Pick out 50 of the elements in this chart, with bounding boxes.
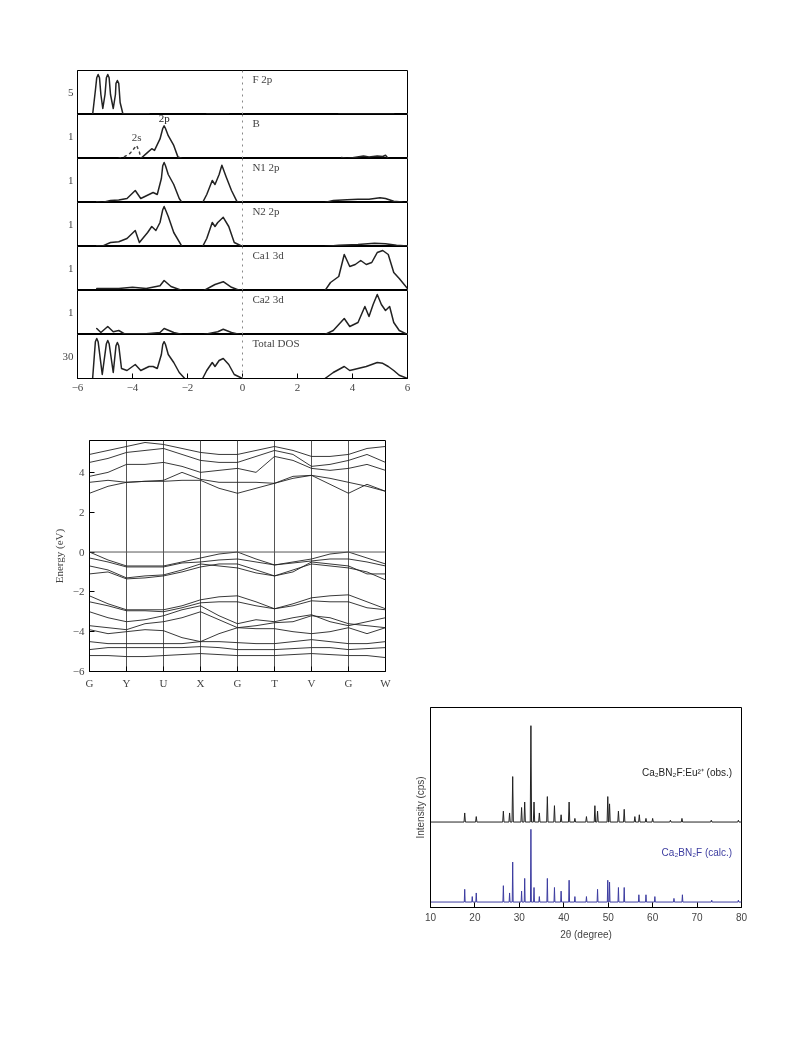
x-tick-label: −4 — [126, 380, 139, 393]
chart-title: N1 2p — [252, 160, 281, 173]
y-tick-label: −6 — [72, 665, 85, 677]
x-tick-label: 4 — [349, 380, 356, 393]
x-tick-label: 70 — [691, 911, 704, 923]
x-tick-label: 10 — [424, 911, 437, 923]
text: 5 — [68, 86, 74, 98]
chart-title: N2 2p — [252, 204, 281, 217]
x-tick-label: 50 — [602, 911, 615, 923]
y-axis-title: Energy (eV) — [52, 528, 66, 584]
y-tick-label: 2 — [79, 505, 85, 518]
x-tick-label: 80 — [735, 911, 748, 923]
text: 30 — [62, 350, 74, 362]
x-axis-title: 2θ (degree) — [560, 928, 612, 940]
x-tick-label: 30 — [513, 911, 526, 923]
y-tick-label: −4 — [72, 625, 85, 638]
x-tick-label: G — [233, 676, 242, 689]
x-tick-label: V — [307, 676, 316, 689]
text: 1 — [68, 262, 74, 274]
chart-title: B — [252, 116, 260, 129]
x-tick-label: Y — [122, 676, 131, 689]
x-tick-label: 60 — [647, 911, 659, 923]
chart-title: Ca2 3d — [252, 292, 285, 305]
x-tick-label: 6 — [404, 380, 411, 393]
x-tick-label: U — [159, 676, 168, 689]
x-tick-label: W — [380, 676, 392, 689]
x-tick-label: 20 — [469, 911, 481, 923]
text: 1 — [68, 174, 74, 186]
x-tick-label: 2 — [294, 380, 301, 393]
text: Ca₂BN₂F:Eu²⁺ (obs.) — [641, 767, 733, 779]
x-tick-label: 0 — [239, 380, 246, 393]
x-tick-label: T — [271, 676, 279, 689]
text: 1 — [68, 130, 74, 142]
y-tick-label: −2 — [72, 585, 85, 598]
chart-title: F 2p — [252, 72, 273, 85]
x-tick-label: X — [196, 676, 205, 689]
text: 1 — [68, 218, 74, 230]
series-label: 2p — [158, 111, 171, 124]
series-label: 2s — [131, 131, 142, 144]
text: Ca₂BN₂F (calc.) — [661, 847, 733, 859]
x-tick-label: −2 — [181, 380, 194, 393]
y-tick-label: 4 — [79, 465, 85, 478]
x-tick-label: 40 — [558, 911, 570, 923]
y-axis-title: Intensity (cps) — [414, 776, 426, 839]
x-tick-label: G — [85, 676, 94, 689]
chart-title: Total DOS — [252, 336, 300, 349]
x-tick-label: G — [344, 676, 353, 689]
chart-title: Ca1 3d — [252, 248, 285, 261]
y-tick-label: 0 — [79, 545, 85, 558]
text: 1 — [68, 306, 74, 318]
